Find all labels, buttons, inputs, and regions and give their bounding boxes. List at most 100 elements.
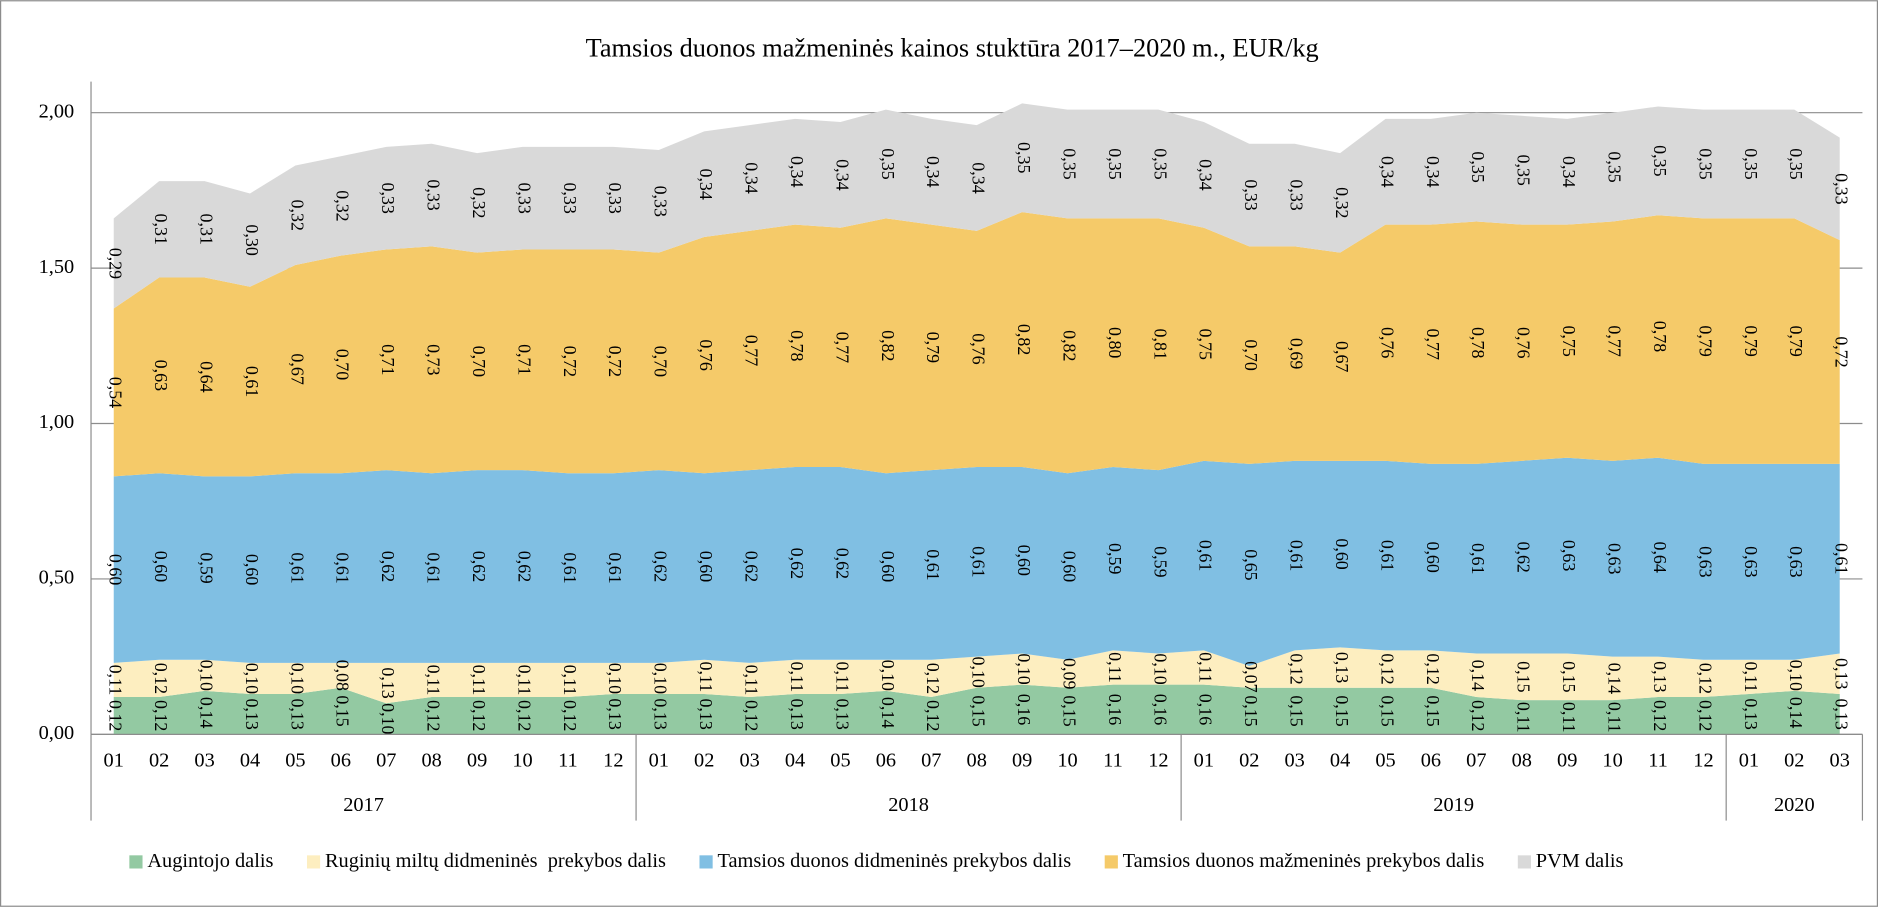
areas xyxy=(113,103,1840,735)
value-label: 0,15 xyxy=(333,695,353,726)
legend-label: Ruginių miltų didmeninės prekybos dalis xyxy=(325,850,666,872)
value-label: 0,11 xyxy=(1196,652,1216,683)
value-label: 0,35 xyxy=(1014,142,1034,173)
x-tick-label: 12 xyxy=(1148,750,1168,772)
value-label: 0,61 xyxy=(1287,540,1307,571)
value-label: 0,80 xyxy=(1105,327,1125,358)
value-label: 0,62 xyxy=(741,551,761,582)
legend-swatch xyxy=(129,855,143,869)
x-tick-label: 09 xyxy=(467,750,487,772)
x-tick-label: 09 xyxy=(1012,750,1032,772)
value-label: 0,34 xyxy=(969,162,989,193)
value-label: 0,10 xyxy=(969,656,989,687)
x-tick-label: 08 xyxy=(967,750,987,772)
x-tick-label: 01 xyxy=(649,750,669,772)
value-label: 0,13 xyxy=(1650,661,1670,692)
value-label: 0,33 xyxy=(651,186,671,217)
legend-label: Tamsios duonos mažmeninės prekybos dalis xyxy=(1123,850,1485,872)
value-label: 0,79 xyxy=(1695,325,1715,356)
value-label: 0,33 xyxy=(1287,179,1307,210)
x-tick-label: 11 xyxy=(1648,750,1668,772)
value-label: 0,81 xyxy=(1150,329,1170,360)
legend-label: Tamsios duonos didmeninės prekybos dalis xyxy=(717,850,1071,872)
value-label: 0,35 xyxy=(1514,154,1534,185)
value-label: 0,13 xyxy=(1832,698,1852,729)
x-tick-label: 06 xyxy=(1421,750,1441,772)
value-label: 0,12 xyxy=(741,700,761,731)
value-label: 0,61 xyxy=(287,552,307,583)
value-label: 0,82 xyxy=(1059,330,1079,361)
x-tick-label: 12 xyxy=(603,750,623,772)
y-tick-label: 1,50 xyxy=(39,256,75,278)
value-label: 0,63 xyxy=(151,360,171,391)
value-label: 0,60 xyxy=(1014,545,1034,576)
value-label: 0,35 xyxy=(1650,145,1670,176)
value-label: 0,59 xyxy=(1150,546,1170,577)
value-label: 0,11 xyxy=(1514,702,1534,733)
value-label: 0,29 xyxy=(106,248,126,279)
value-label: 0,63 xyxy=(1695,546,1715,577)
value-label: 0,35 xyxy=(1468,151,1488,182)
value-label: 0,32 xyxy=(287,200,307,231)
value-label: 0,14 xyxy=(1604,663,1624,694)
y-tick-label: 1,00 xyxy=(39,411,75,433)
value-label: 0,34 xyxy=(1423,156,1443,187)
x-tick-label: 03 xyxy=(1284,750,1304,772)
value-label: 0,34 xyxy=(1559,156,1579,187)
value-label: 0,60 xyxy=(1059,551,1079,582)
x-group-label: 2020 xyxy=(1774,794,1815,816)
value-label: 0,13 xyxy=(651,698,671,729)
value-label: 0,61 xyxy=(333,552,353,583)
value-label: 0,79 xyxy=(1786,325,1806,356)
value-label: 0,62 xyxy=(378,551,398,582)
value-label: 0,35 xyxy=(878,148,898,179)
value-label: 0,72 xyxy=(605,346,625,377)
value-label: 0,32 xyxy=(333,190,353,221)
value-label: 0,15 xyxy=(1287,695,1307,726)
value-label: 0,32 xyxy=(469,187,489,218)
value-label: 0,60 xyxy=(878,551,898,582)
legend-swatch xyxy=(1104,855,1118,869)
value-label: 0,61 xyxy=(242,366,262,397)
value-label: 0,10 xyxy=(196,660,216,691)
value-label: 0,11 xyxy=(787,661,807,692)
value-label: 0,77 xyxy=(1423,329,1443,360)
value-label: 0,61 xyxy=(969,546,989,577)
x-tick-label: 02 xyxy=(694,750,714,772)
value-label: 0,07 xyxy=(1241,661,1261,692)
value-label: 0,60 xyxy=(151,551,171,582)
value-label: 0,75 xyxy=(1196,329,1216,360)
area xyxy=(113,457,1840,666)
x-tick-label: 07 xyxy=(376,750,396,772)
value-label: 0,61 xyxy=(1377,540,1397,571)
x-tick-label: 09 xyxy=(1557,750,1577,772)
value-label: 0,77 xyxy=(741,335,761,366)
value-label: 0,61 xyxy=(1196,540,1216,571)
x-tick-label: 10 xyxy=(1057,750,1077,772)
x-tick-label: 05 xyxy=(830,750,850,772)
value-label: 0,67 xyxy=(1332,341,1352,372)
value-label: 0,10 xyxy=(287,663,307,694)
value-label: 0,63 xyxy=(1604,543,1624,574)
value-label: 0,60 xyxy=(242,554,262,585)
y-tick-label: 2,00 xyxy=(39,100,75,122)
x-tick-label: 07 xyxy=(921,750,941,772)
value-label: 0,14 xyxy=(1786,697,1806,728)
value-label: 0,60 xyxy=(106,554,126,585)
area xyxy=(113,103,1840,309)
value-label: 0,61 xyxy=(1468,543,1488,574)
value-label: 0,64 xyxy=(196,361,216,392)
value-label: 0,11 xyxy=(424,665,444,696)
value-label: 0,61 xyxy=(605,552,625,583)
value-label: 0,11 xyxy=(469,665,489,696)
y-tick-label: 0,00 xyxy=(39,722,75,744)
value-label: 0,63 xyxy=(1559,540,1579,571)
x-tick-label: 03 xyxy=(194,750,214,772)
value-label: 0,61 xyxy=(560,552,580,583)
value-label: 0,71 xyxy=(378,344,398,375)
value-label: 0,16 xyxy=(1196,694,1216,725)
x-tick-label: 02 xyxy=(149,750,169,772)
x-tick-label: 06 xyxy=(331,750,351,772)
x-tick-label: 04 xyxy=(785,750,805,772)
value-label: 0,62 xyxy=(514,551,534,582)
